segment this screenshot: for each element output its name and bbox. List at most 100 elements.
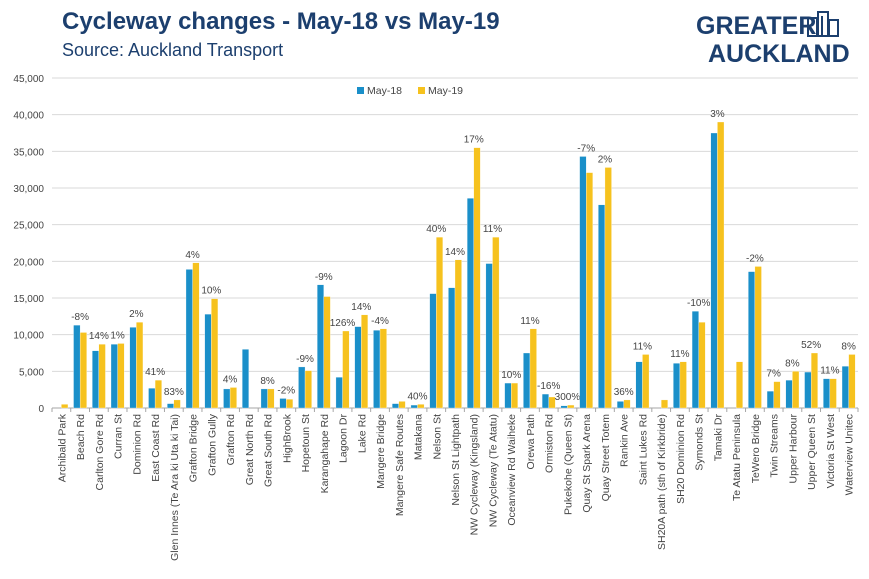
bar-may18 bbox=[673, 363, 681, 409]
chart-subtitle: Source: Auckland Transport bbox=[62, 40, 284, 60]
x-category-label: Tamaki Dr bbox=[712, 414, 724, 462]
bar-may19 bbox=[379, 328, 387, 409]
y-tick-label: 45,000 bbox=[13, 74, 44, 85]
y-tick-label: 40,000 bbox=[13, 111, 44, 122]
x-category-label: Great South Rd bbox=[263, 414, 275, 487]
x-category-label: Hopetoun St bbox=[300, 414, 312, 472]
bar-may18 bbox=[148, 388, 156, 409]
bar-may19 bbox=[286, 399, 294, 409]
bar-may18 bbox=[354, 326, 362, 409]
bar-may19 bbox=[473, 147, 481, 409]
y-tick-label: 0 bbox=[38, 404, 44, 415]
percent-change-label: 52% bbox=[801, 340, 821, 351]
x-category-label: Symonds St bbox=[694, 414, 706, 471]
bar-may18 bbox=[373, 330, 381, 409]
x-category-label: Nelson St bbox=[431, 414, 443, 460]
percent-change-label: 10% bbox=[201, 286, 221, 297]
x-category-label: Nelson St Lightpath bbox=[450, 414, 462, 506]
x-category-label: Upper Queen St bbox=[806, 414, 818, 490]
bar-may18 bbox=[785, 379, 793, 409]
x-category-label: Great North Rd bbox=[244, 414, 256, 485]
percent-change-label: 17% bbox=[464, 135, 484, 146]
x-category-label: Upper Harbour bbox=[787, 414, 799, 484]
bar-may18 bbox=[110, 344, 118, 409]
bar-may18 bbox=[392, 403, 399, 409]
percent-change-label: 14% bbox=[89, 331, 109, 342]
x-category-label: Mangere Safe Routes bbox=[394, 414, 406, 516]
bar-may19 bbox=[529, 328, 537, 409]
y-tick-label: 15,000 bbox=[13, 294, 44, 305]
percent-change-label: 8% bbox=[841, 341, 856, 352]
x-category-label: Pukekohe (Queen St) bbox=[562, 414, 574, 515]
bar-may19 bbox=[304, 370, 312, 409]
bar-may18 bbox=[335, 377, 343, 409]
bar-may18 bbox=[766, 390, 774, 409]
bar-may18 bbox=[73, 324, 81, 409]
bar-may18 bbox=[710, 132, 718, 409]
x-category-label: NW Cycleway (Te Atatu) bbox=[487, 414, 499, 527]
legend-swatch bbox=[418, 87, 425, 94]
percent-change-label: 40% bbox=[408, 391, 428, 402]
bar-may18 bbox=[504, 382, 512, 409]
percent-change-label: 7% bbox=[766, 369, 781, 380]
x-category-label: Victoria St West bbox=[825, 414, 837, 488]
bar-may18 bbox=[466, 198, 474, 409]
bar-may19 bbox=[848, 354, 856, 409]
bar-may19 bbox=[98, 344, 106, 409]
bar-may18 bbox=[616, 401, 624, 409]
y-tick-label: 20,000 bbox=[13, 257, 44, 268]
bar-may18 bbox=[298, 366, 306, 409]
percent-change-label: -9% bbox=[315, 272, 333, 283]
bar-may18 bbox=[579, 156, 587, 409]
x-category-label: Beach Rd bbox=[75, 414, 87, 460]
bar-may19 bbox=[136, 322, 144, 409]
x-category-label: Glen Innes (Te Ara ki Uta ki Tai) bbox=[169, 414, 181, 561]
bar-may19 bbox=[154, 379, 162, 409]
percent-change-label: 11% bbox=[483, 224, 502, 235]
percent-change-label: 4% bbox=[223, 374, 238, 385]
bar-may19 bbox=[492, 236, 500, 409]
percent-change-label: 10% bbox=[501, 370, 521, 381]
x-category-label: Mangere Bridge bbox=[375, 414, 387, 489]
bar-may18 bbox=[804, 371, 812, 409]
percent-change-label: 3% bbox=[710, 109, 725, 120]
x-category-label: Lake Rd bbox=[356, 414, 368, 453]
chart-title: Cycleway changes - May-18 vs May-19 bbox=[62, 8, 500, 35]
legend-label: May-18 bbox=[367, 85, 402, 97]
x-category-label: Karangahape Rd bbox=[319, 414, 331, 494]
percent-change-label: -9% bbox=[296, 354, 314, 365]
x-category-label: SH20 Dominion Rd bbox=[675, 414, 687, 504]
bar-may18 bbox=[223, 388, 231, 409]
bar-may19 bbox=[61, 404, 69, 409]
bar-may18 bbox=[185, 269, 193, 409]
bar-may19 bbox=[229, 387, 237, 409]
bar-may19 bbox=[454, 259, 462, 409]
bar-may18 bbox=[748, 271, 756, 409]
x-category-label: TeWero Bridge bbox=[750, 414, 762, 483]
bar-may18 bbox=[448, 287, 456, 409]
x-category-label: Curran St bbox=[113, 414, 125, 459]
bar-may19 bbox=[698, 322, 706, 409]
y-tick-label: 30,000 bbox=[13, 184, 44, 195]
bar-may19 bbox=[754, 266, 762, 409]
bar-may19 bbox=[79, 332, 87, 409]
legend-label: May-19 bbox=[428, 85, 463, 97]
bar-may19 bbox=[436, 236, 444, 409]
bar-may18 bbox=[841, 366, 849, 409]
percent-change-label: 8% bbox=[260, 376, 275, 387]
city-skyline-icon bbox=[807, 11, 839, 37]
x-category-label: Rankin Ave bbox=[619, 414, 631, 467]
bar-may19 bbox=[417, 404, 425, 409]
percent-change-label: 300% bbox=[555, 392, 581, 403]
bar-may19 bbox=[661, 399, 668, 409]
percent-change-label: 11% bbox=[670, 349, 689, 360]
percent-change-label: -4% bbox=[371, 316, 389, 327]
bar-may19 bbox=[511, 382, 518, 409]
bar-may19 bbox=[361, 314, 369, 409]
bar-may18 bbox=[279, 398, 287, 409]
bar-may18 bbox=[129, 327, 137, 409]
x-category-label: Grafton Gully bbox=[206, 413, 218, 476]
bar-may19 bbox=[267, 388, 275, 409]
bar-may19 bbox=[342, 330, 350, 409]
